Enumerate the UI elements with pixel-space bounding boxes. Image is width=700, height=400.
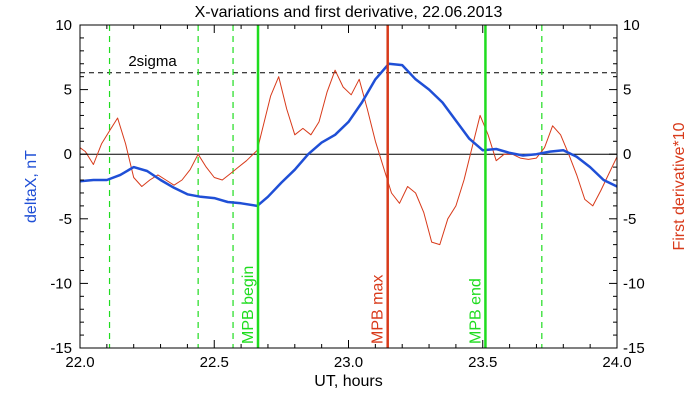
y-axis-label-right: First derivative*10 — [671, 122, 688, 250]
y-tick-label-left: 10 — [55, 17, 72, 34]
y-tick-label-right: 10 — [623, 17, 640, 34]
y-tick-label-left: 5 — [64, 82, 72, 99]
x-tick-label: 24.0 — [602, 354, 631, 371]
y-tick-label-left: -5 — [59, 211, 72, 228]
vertical-marker-label-3: MPB end — [467, 278, 484, 344]
x-tick-label: 22.5 — [200, 354, 229, 371]
y-tick-label-left: -10 — [50, 275, 72, 292]
x-tick-label: 23.0 — [334, 354, 363, 371]
threshold-label: 2sigma — [128, 53, 177, 70]
series-derivative-line — [79, 69, 618, 246]
vertical-marker-label-2: MPB max — [370, 275, 387, 344]
series-deltax-line — [79, 62, 618, 208]
x-axis-label: UT, hours — [314, 373, 382, 390]
y-tick-label-left: 0 — [64, 146, 72, 163]
y-tick-label-right: -5 — [623, 211, 636, 228]
chart-title: X-variations and first derivative, 22.06… — [195, 4, 503, 21]
y-tick-label-right: 0 — [623, 146, 631, 163]
y-tick-label-left: -15 — [50, 340, 72, 357]
y-axis-label-left: deltaX, nT — [23, 150, 40, 223]
y-tick-label-right: -15 — [623, 340, 645, 357]
x-tick-label: 23.5 — [468, 354, 497, 371]
vertical-marker-label-1: MPB begin — [240, 266, 257, 344]
y-tick-label-right: 5 — [623, 82, 631, 99]
x-tick-label: 22.0 — [65, 354, 94, 371]
y-tick-label-right: -10 — [623, 275, 645, 292]
